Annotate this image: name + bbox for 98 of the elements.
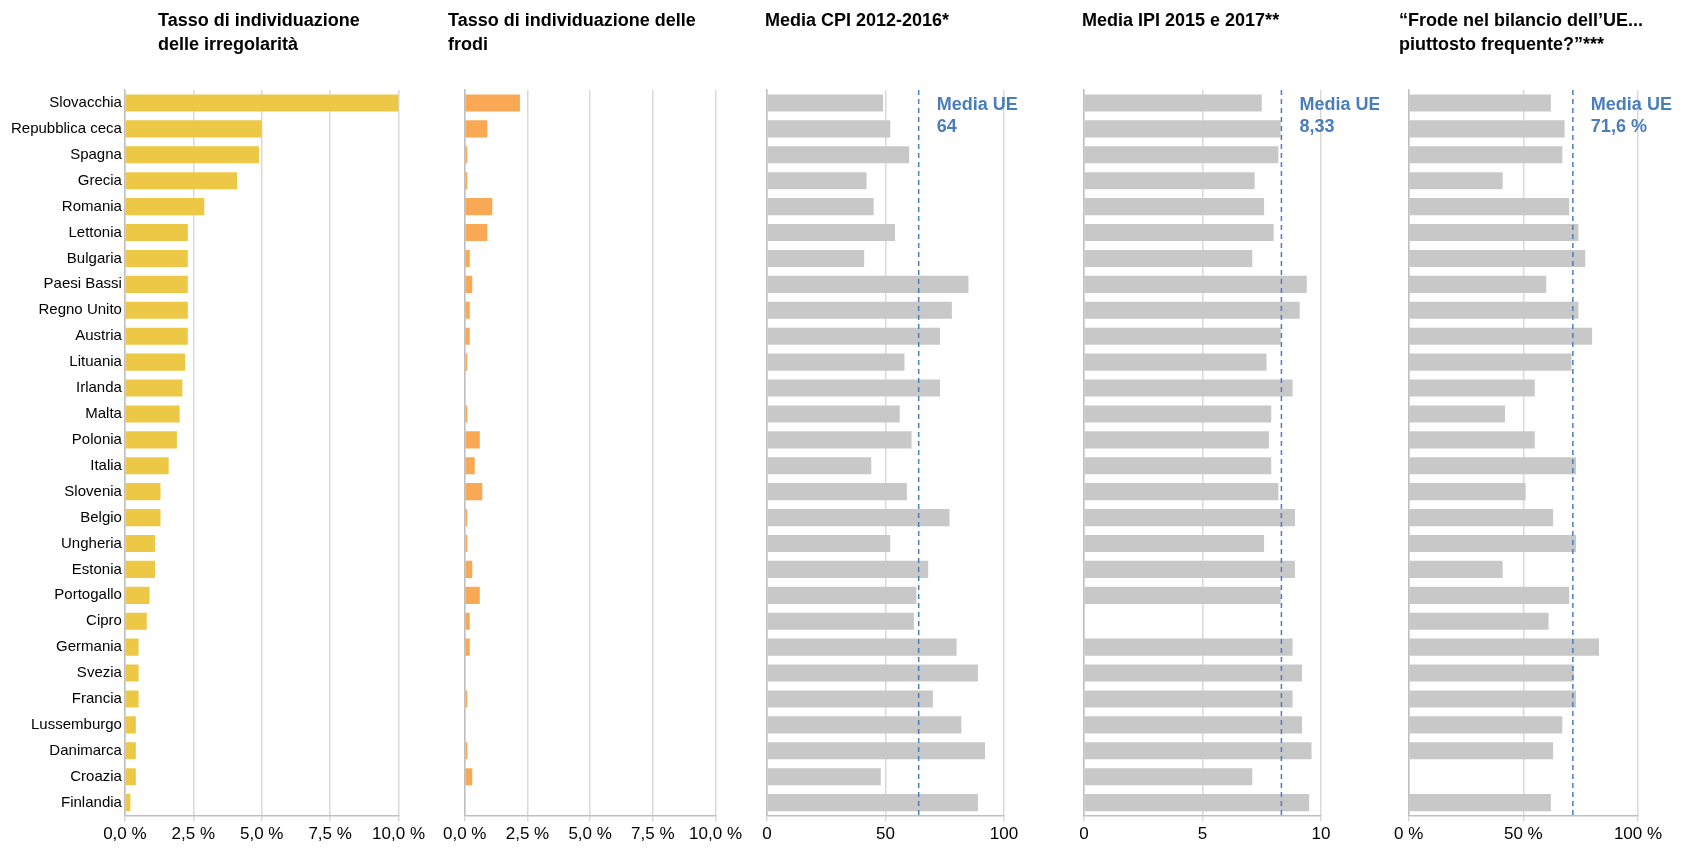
x-tick-label: 0,0 % [442, 824, 487, 844]
bar [125, 716, 136, 734]
chart-title: Tasso di individuazione delle irregolarità [157, 9, 361, 56]
y-tick-label: Repubblica ceca [11, 119, 123, 137]
bar [465, 638, 470, 656]
bar [465, 275, 473, 293]
bar [125, 664, 139, 682]
x-tick-label: 0 [1079, 824, 1089, 844]
y-tick-label: Regno Unito [38, 300, 122, 318]
x-tick-label: 5,0 % [568, 824, 612, 844]
y-tick-label: Bulgaria [66, 248, 123, 266]
y-tick-label: Austria [75, 326, 123, 344]
x-tick-label: 5 [1197, 824, 1208, 844]
y-tick-label: Cipro [86, 611, 122, 629]
x-tick-label: 0 [762, 824, 772, 844]
y-tick-label: Paesi Bassi [43, 274, 122, 292]
x-tick-label: 2,5 % [171, 824, 216, 844]
y-tick-label: Lituania [69, 352, 123, 370]
bar [125, 534, 155, 553]
bar [125, 638, 139, 656]
y-tick-label: Polonia [71, 429, 123, 447]
bar [465, 94, 520, 112]
x-tick-label: 7,5 % [631, 824, 675, 844]
bar [465, 612, 470, 630]
chart-title: Tasso di individuazione delle frodi [447, 9, 697, 56]
ref-line-label: Media UE 8,33 [1299, 93, 1381, 136]
bar [465, 301, 470, 319]
bar [465, 249, 470, 267]
bar [465, 327, 470, 345]
x-tick-label: 0,0 % [103, 824, 147, 844]
bar [125, 560, 155, 578]
y-tick-label: Belgio [80, 507, 122, 525]
bar [465, 223, 488, 242]
y-tick-label: Romania [61, 196, 123, 214]
bar [465, 483, 483, 501]
x-tick-label: 10 [1311, 824, 1331, 844]
y-tick-label: Germania [56, 637, 123, 655]
y-tick-label: Danimarca [49, 740, 123, 758]
bar [465, 198, 493, 216]
y-tick-label: Slovenia [64, 481, 123, 499]
ref-line-label: Media UE 64 [936, 93, 1018, 136]
y-tick-label: Estonia [71, 559, 123, 577]
y-tick-label: Grecia [77, 170, 123, 188]
x-tick-label: 0 % [1394, 824, 1424, 844]
bar [125, 431, 177, 449]
y-tick-label: Lussemburgo [31, 715, 122, 733]
bar [125, 275, 188, 293]
chart-title: Media IPI 2015 e 2017** [1081, 9, 1281, 32]
x-tick-label: 50 % [1503, 824, 1543, 844]
y-tick-label: Italia [90, 455, 123, 473]
x-tick-label: 7,5 % [308, 824, 352, 844]
bar [465, 586, 480, 604]
bar [125, 509, 161, 527]
y-tick-label: Spagna [70, 144, 123, 162]
y-tick-label: Finlandia [61, 792, 123, 810]
x-tick-label: 100 % [1613, 824, 1663, 844]
y-tick-label: Slovacchia [49, 93, 123, 111]
bar [125, 94, 399, 112]
bar [465, 768, 473, 786]
bar [125, 172, 238, 190]
x-tick-label: 5,0 % [239, 824, 284, 844]
x-tick-label: 50 [876, 824, 895, 844]
bar [125, 249, 188, 267]
bar [125, 612, 147, 630]
bar [125, 742, 136, 760]
bar [125, 198, 205, 216]
bar [465, 120, 488, 138]
y-tick-label: Lettonia [68, 222, 123, 240]
bar [125, 379, 183, 397]
bar [125, 120, 262, 138]
y-tick-label: Portogallo [54, 585, 122, 603]
bar [125, 405, 180, 423]
bar [465, 560, 473, 578]
y-tick-label: Ungheria [61, 533, 123, 551]
bar [125, 690, 139, 708]
bar [125, 483, 161, 501]
y-tick-label: Francia [71, 689, 123, 707]
bar [125, 457, 169, 475]
bar [125, 146, 259, 164]
bar [125, 301, 188, 319]
x-tick-label: 2,5 % [505, 824, 550, 844]
chart-title: “Frode nel bilancio dell’UE... piuttosto frequente?”*** [1398, 9, 1645, 56]
x-tick-label: 10,0 % [689, 824, 743, 844]
bar [125, 353, 186, 371]
ref-line-label: Media UE 71,6 % [1590, 93, 1672, 136]
y-tick-label: Malta [85, 404, 123, 422]
bar [125, 768, 136, 786]
bar [125, 586, 150, 604]
y-tick-label: Svezia [76, 663, 123, 681]
bar [125, 223, 188, 242]
chart-title: Media CPI 2012-2016* [764, 9, 951, 32]
y-tick-label: Croazia [70, 766, 123, 784]
x-tick-label: 100 [989, 824, 1019, 844]
x-tick-label: 10,0 % [372, 824, 426, 844]
y-tick-label: Irlanda [76, 378, 123, 396]
bar [125, 327, 188, 345]
bar [465, 431, 480, 449]
bar [465, 457, 475, 475]
